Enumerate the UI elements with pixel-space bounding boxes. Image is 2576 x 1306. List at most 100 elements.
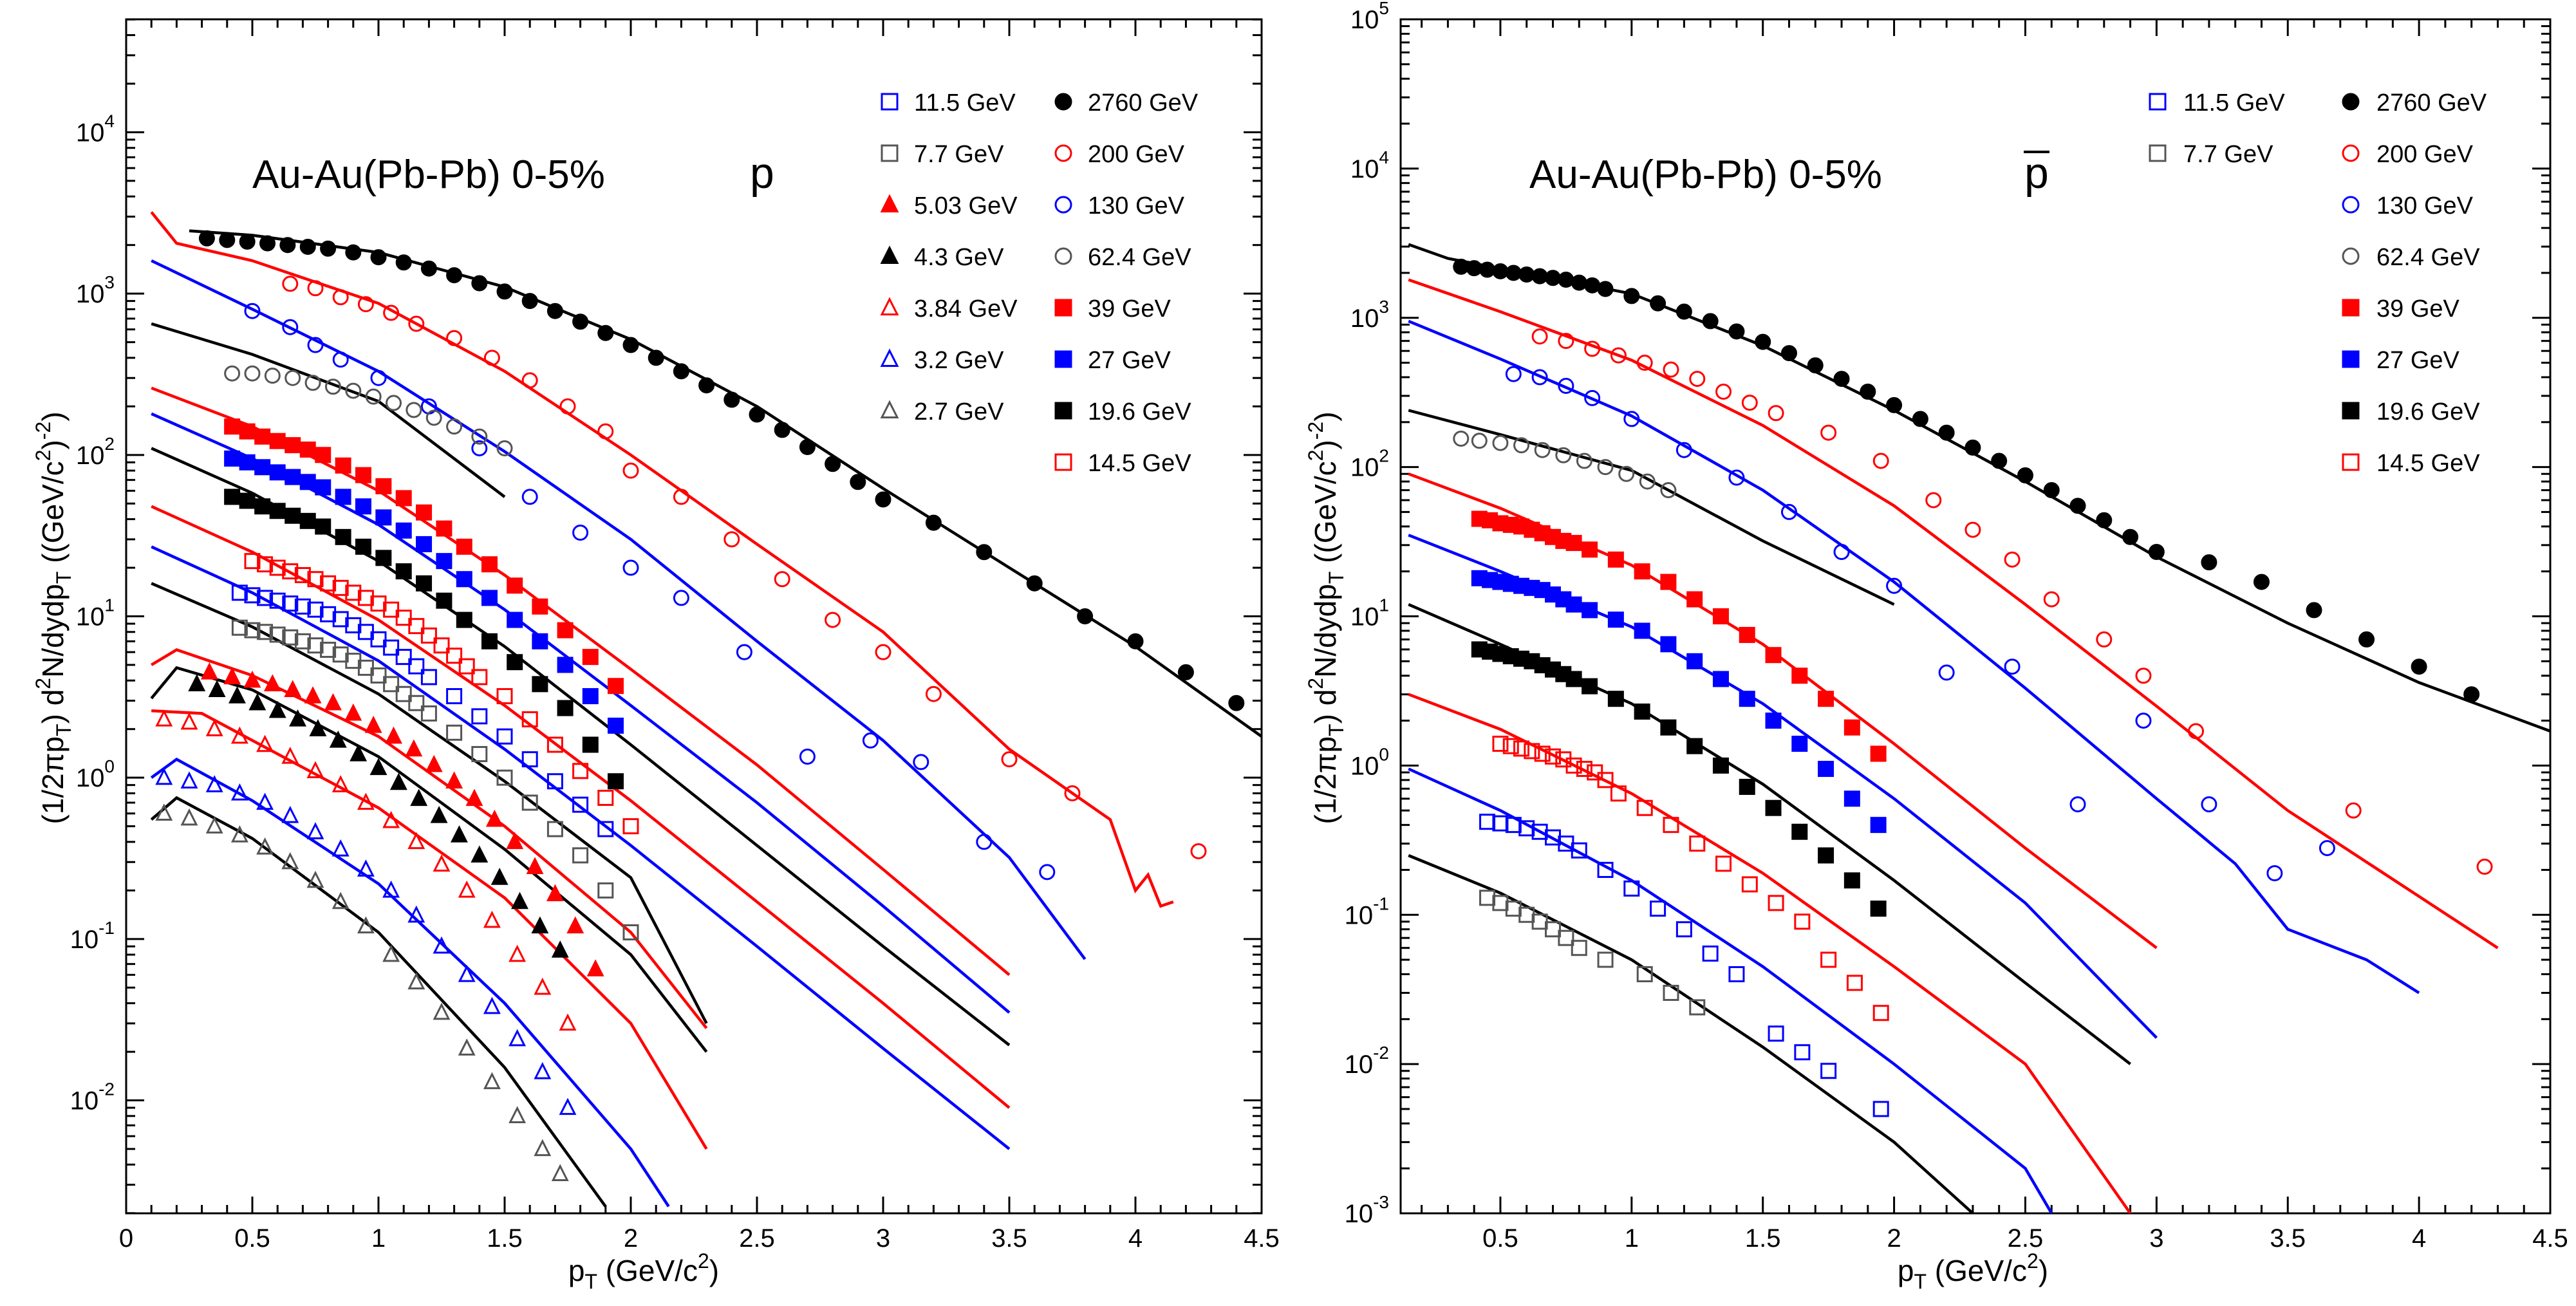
data-point-2760-gev bbox=[2148, 543, 2165, 560]
data-point-2760-gev bbox=[1479, 261, 1496, 278]
data-point-200-gev bbox=[1741, 395, 1758, 411]
data-point-2760-gev bbox=[1650, 295, 1666, 312]
model-curve-2760-gev bbox=[189, 229, 1262, 738]
data-point-2760-gev bbox=[622, 337, 639, 353]
right-y-axis-label: (1/2πpT) d2N/dydpT ((GeV/c2)-2) bbox=[1304, 411, 1348, 824]
data-point-3-2-gev bbox=[331, 839, 350, 857]
data-point-19-6-gev bbox=[1686, 738, 1703, 754]
legend-marker-130-gev bbox=[1054, 196, 1072, 214]
data-point-39-gev bbox=[456, 538, 472, 555]
data-point-2760-gev bbox=[1938, 424, 1955, 441]
data-point-27-gev bbox=[1582, 602, 1598, 619]
data-point-3-84-gev bbox=[256, 734, 274, 752]
data-point-39-gev bbox=[1791, 667, 1808, 684]
data-point-39-gev bbox=[1607, 551, 1624, 568]
x-tick-label: 4.5 bbox=[1244, 1224, 1280, 1253]
data-point-14-5-gev bbox=[622, 818, 639, 835]
x-tick-label: 2 bbox=[624, 1224, 638, 1253]
data-point-19-6-gev bbox=[269, 503, 286, 519]
data-point-27-gev bbox=[254, 459, 271, 476]
data-point-200-gev bbox=[2476, 859, 2493, 875]
data-point-200-gev bbox=[2004, 551, 2021, 568]
data-point-200-gev bbox=[1689, 371, 1706, 387]
x-tick-label: 1.5 bbox=[1745, 1224, 1781, 1253]
data-point-130-gev bbox=[622, 559, 639, 576]
legend-label: 14.5 GeV bbox=[1088, 450, 1191, 477]
data-point-3-84-gev bbox=[205, 719, 223, 736]
data-point-7-7-gev bbox=[597, 882, 614, 899]
data-point-130-gev bbox=[1531, 369, 1548, 386]
left-particle-label: p bbox=[750, 149, 774, 198]
legend-label: 2760 GeV bbox=[2376, 89, 2487, 117]
legend-label: 5.03 GeV bbox=[914, 192, 1018, 219]
y-tick-label: 105 bbox=[1350, 0, 1389, 34]
data-point-2760-gev bbox=[471, 275, 488, 292]
data-point-3-2-gev bbox=[281, 806, 299, 823]
model-curve-62-4-gev bbox=[151, 322, 506, 498]
data-point-200-gev bbox=[521, 372, 538, 389]
data-point-14-5-gev bbox=[408, 618, 425, 635]
data-point-14-5-gev bbox=[1492, 735, 1509, 752]
data-point-27-gev bbox=[239, 454, 256, 471]
data-point-14-5-gev bbox=[572, 763, 589, 779]
data-point-200-gev bbox=[408, 315, 425, 332]
data-point-7-7-gev bbox=[383, 676, 400, 693]
data-point-3-84-gev bbox=[458, 880, 476, 898]
data-point-4-3-gev bbox=[451, 825, 468, 843]
y-tick-label: 100 bbox=[76, 756, 115, 792]
data-point-39-gev bbox=[557, 622, 574, 639]
legend-marker-7-7-gev bbox=[2149, 144, 2167, 162]
x-tick-label: 1 bbox=[1625, 1224, 1639, 1253]
right-axis-ticks: 0.5 1 1.5 2 2.5 3 3.5 4 4.5 10-3 10-2 10-1 100 101 102… bbox=[1345, 0, 2568, 1253]
data-point-3-84-gev bbox=[281, 747, 299, 764]
data-point-200-gev bbox=[2188, 723, 2205, 740]
data-point-3-2-gev bbox=[306, 822, 324, 839]
data-point-130-gev bbox=[1623, 411, 1640, 427]
data-point-11-5-gev bbox=[307, 601, 324, 618]
data-point-39-gev bbox=[416, 504, 433, 521]
data-point-19-6-gev bbox=[481, 633, 498, 649]
y-tick-label: 10-2 bbox=[70, 1079, 115, 1115]
data-point-39-gev bbox=[269, 433, 286, 449]
data-point-11-5-gev bbox=[1518, 820, 1535, 837]
x-tick-label: 4 bbox=[1128, 1224, 1143, 1253]
legend-label: 19.6 GeV bbox=[2376, 398, 2480, 425]
data-point-14-5-gev bbox=[496, 688, 513, 705]
data-point-2760-gev bbox=[1780, 345, 1797, 362]
legend-label: 19.6 GeV bbox=[1088, 398, 1191, 425]
data-point-27-gev bbox=[481, 590, 498, 606]
data-point-14-5-gev bbox=[383, 601, 400, 618]
data-point-62-4-gev bbox=[1513, 437, 1530, 454]
data-point-5-03-gev bbox=[445, 771, 463, 788]
data-point-3-84-gev bbox=[306, 761, 324, 778]
data-point-2760-gev bbox=[420, 260, 437, 277]
data-point-130-gev bbox=[862, 732, 879, 749]
data-point-14-5-gev bbox=[597, 789, 614, 806]
data-point-19-6-gev bbox=[1712, 757, 1729, 774]
data-point-130-gev bbox=[282, 319, 299, 335]
data-point-27-gev bbox=[1870, 817, 1887, 834]
data-point-14-5-gev bbox=[357, 590, 374, 606]
data-point-5-03-gev bbox=[506, 832, 524, 850]
model-curve-200-gev bbox=[1408, 278, 2499, 949]
data-point-62-4-gev bbox=[446, 418, 463, 435]
data-point-39-gev bbox=[1739, 626, 1755, 643]
data-point-4-3-gev bbox=[188, 674, 206, 692]
data-point-7-7-gev bbox=[1545, 921, 1562, 938]
data-point-200-gev bbox=[723, 531, 740, 548]
legend-marker-27-gev bbox=[1054, 350, 1072, 368]
data-point-7-7-gev bbox=[1571, 940, 1587, 956]
data-point-200-gev bbox=[383, 304, 400, 321]
data-point-200-gev bbox=[2345, 802, 2362, 819]
data-point-14-5-gev bbox=[1689, 835, 1706, 852]
model-curve-11-5-gev bbox=[1408, 767, 2053, 1213]
data-point-2760-gev bbox=[496, 283, 513, 300]
data-point-19-6-gev bbox=[532, 676, 548, 693]
data-point-130-gev bbox=[244, 303, 261, 319]
data-point-14-5-gev bbox=[521, 711, 538, 727]
data-point-14-5-gev bbox=[294, 567, 311, 584]
legend-marker-2-7-gev bbox=[880, 400, 899, 419]
data-point-14-5-gev bbox=[1663, 817, 1679, 834]
data-point-5-03-gev bbox=[324, 693, 342, 711]
data-point-11-5-gev bbox=[1505, 817, 1522, 834]
